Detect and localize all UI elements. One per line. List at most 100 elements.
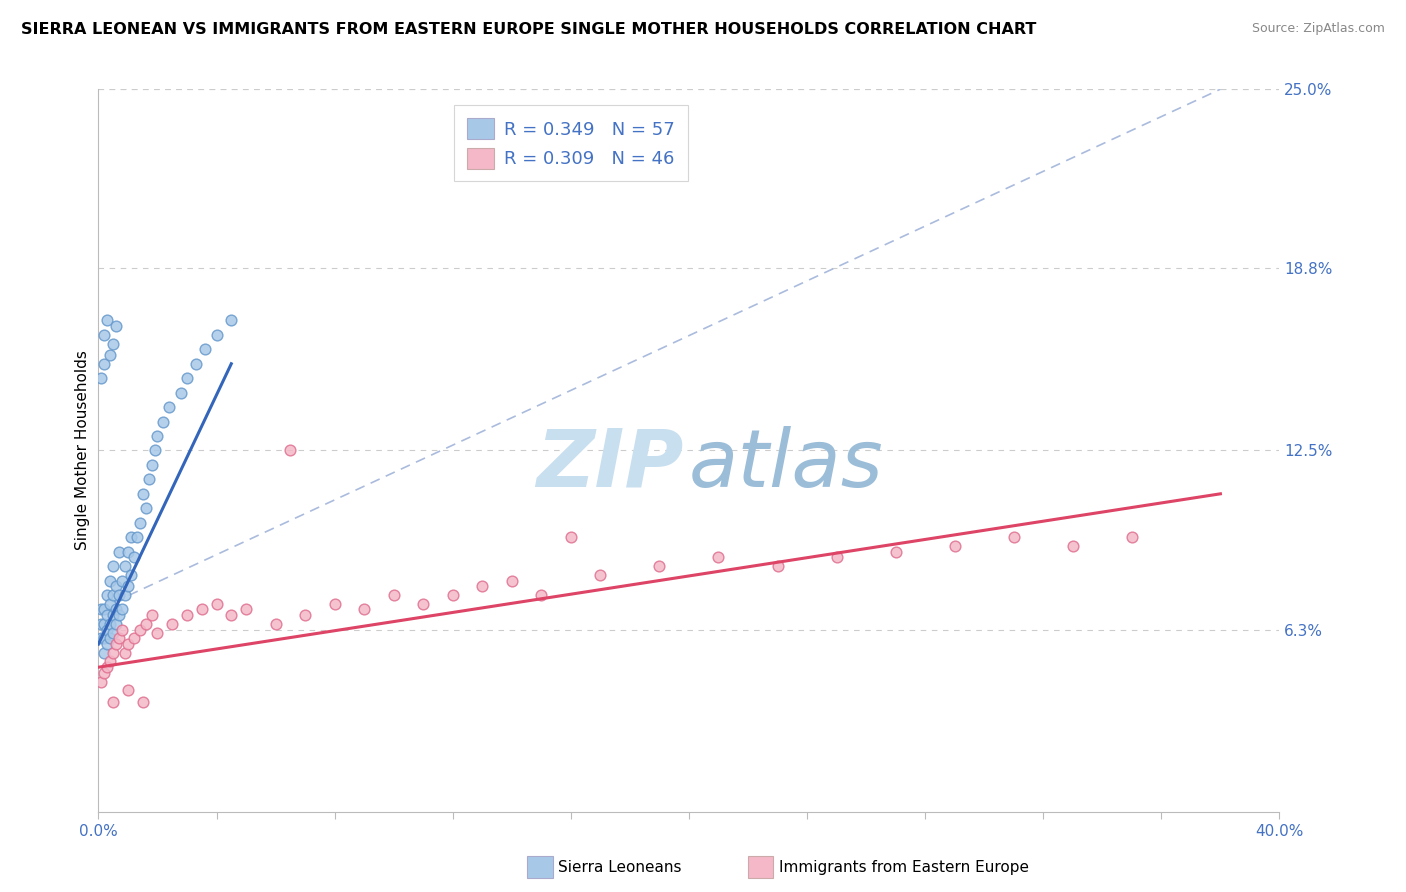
- Point: [111, 623, 134, 637]
- Point: [530, 588, 553, 602]
- Point: [103, 559, 125, 574]
- Point: [98, 574, 121, 588]
- Point: [264, 616, 287, 631]
- Point: [176, 608, 198, 623]
- Point: [1062, 539, 1084, 553]
- Point: [141, 608, 163, 623]
- Point: [184, 357, 207, 371]
- Point: [98, 616, 121, 631]
- Point: [294, 608, 316, 623]
- Text: Sierra Leoneans: Sierra Leoneans: [558, 860, 682, 874]
- Point: [90, 632, 112, 646]
- Point: [221, 313, 243, 327]
- Point: [122, 632, 145, 646]
- Point: [90, 616, 112, 631]
- Point: [152, 415, 174, 429]
- Point: [103, 336, 125, 351]
- Text: Source: ZipAtlas.com: Source: ZipAtlas.com: [1251, 22, 1385, 36]
- Point: [98, 597, 121, 611]
- Point: [117, 579, 139, 593]
- Point: [96, 313, 118, 327]
- Point: [501, 574, 523, 588]
- Point: [96, 623, 118, 637]
- Point: [114, 559, 136, 574]
- Point: [117, 683, 139, 698]
- Legend: R = 0.349   N = 57, R = 0.309   N = 46: R = 0.349 N = 57, R = 0.309 N = 46: [454, 105, 688, 181]
- Point: [96, 637, 118, 651]
- Point: [90, 371, 112, 385]
- Point: [128, 516, 150, 530]
- Point: [98, 655, 121, 669]
- Point: [105, 579, 128, 593]
- Point: [205, 597, 228, 611]
- Point: [943, 539, 966, 553]
- Point: [235, 602, 257, 616]
- Point: [143, 443, 166, 458]
- Point: [90, 674, 112, 689]
- Point: [120, 567, 142, 582]
- Point: [157, 400, 180, 414]
- Point: [382, 588, 405, 602]
- Point: [141, 458, 163, 472]
- Point: [122, 550, 145, 565]
- Point: [108, 608, 131, 623]
- Point: [93, 602, 115, 616]
- Text: ZIP: ZIP: [536, 425, 683, 504]
- Point: [93, 632, 115, 646]
- Point: [132, 695, 155, 709]
- Point: [170, 385, 193, 400]
- Text: atlas: atlas: [689, 425, 884, 504]
- Point: [93, 357, 115, 371]
- Point: [98, 348, 121, 362]
- Point: [766, 559, 789, 574]
- Point: [441, 588, 464, 602]
- Point: [146, 429, 169, 443]
- Point: [96, 588, 118, 602]
- Point: [114, 646, 136, 660]
- Point: [125, 530, 148, 544]
- Point: [108, 588, 131, 602]
- Point: [93, 616, 115, 631]
- Point: [138, 472, 160, 486]
- Point: [103, 646, 125, 660]
- Point: [93, 646, 115, 660]
- Point: [90, 602, 112, 616]
- Point: [132, 487, 155, 501]
- Point: [221, 608, 243, 623]
- Point: [93, 327, 115, 342]
- Point: [120, 530, 142, 544]
- Point: [103, 608, 125, 623]
- Point: [111, 574, 134, 588]
- Point: [96, 660, 118, 674]
- Point: [114, 588, 136, 602]
- Point: [93, 665, 115, 680]
- Point: [412, 597, 434, 611]
- Point: [105, 602, 128, 616]
- Point: [146, 625, 169, 640]
- Point: [205, 327, 228, 342]
- Point: [98, 632, 121, 646]
- Point: [589, 567, 612, 582]
- Point: [560, 530, 582, 544]
- Point: [135, 616, 157, 631]
- Point: [471, 579, 494, 593]
- Y-axis label: Single Mother Households: Single Mother Households: [75, 351, 90, 550]
- Point: [128, 623, 150, 637]
- Point: [103, 588, 125, 602]
- Point: [191, 602, 214, 616]
- Point: [707, 550, 730, 565]
- Point: [648, 559, 671, 574]
- Point: [108, 544, 131, 558]
- Point: [103, 625, 125, 640]
- Point: [96, 608, 118, 623]
- Point: [162, 616, 183, 631]
- Point: [103, 695, 125, 709]
- Point: [1002, 530, 1025, 544]
- Point: [108, 632, 131, 646]
- Point: [1121, 530, 1143, 544]
- Point: [353, 602, 375, 616]
- Point: [117, 544, 139, 558]
- Point: [117, 637, 139, 651]
- Point: [884, 544, 907, 558]
- Text: SIERRA LEONEAN VS IMMIGRANTS FROM EASTERN EUROPE SINGLE MOTHER HOUSEHOLDS CORREL: SIERRA LEONEAN VS IMMIGRANTS FROM EASTER…: [21, 22, 1036, 37]
